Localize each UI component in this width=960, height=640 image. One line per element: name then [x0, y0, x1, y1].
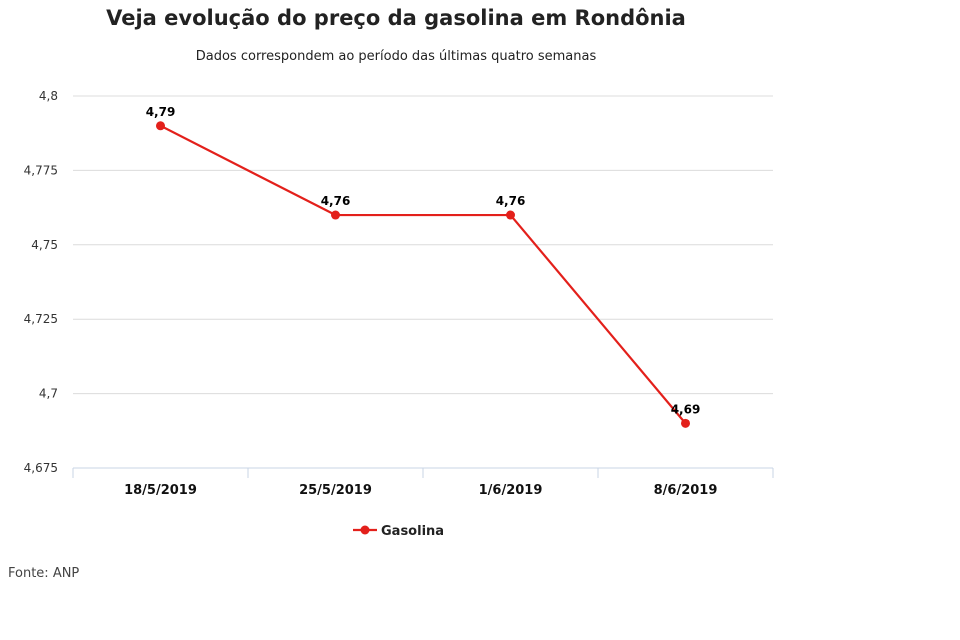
y-tick-label: 4,725	[24, 312, 58, 326]
data-labels: 4,79 4,76 4,76 4,69	[146, 105, 701, 417]
grid-lines	[73, 95, 773, 395]
x-tick-label: 25/5/2019	[299, 483, 372, 498]
series-line	[160, 124, 687, 425]
data-label: 4,76	[496, 194, 526, 208]
chart-title: Veja evolução do preço da gasolina em Ro…	[106, 6, 686, 30]
data-point[interactable]	[681, 418, 690, 428]
x-tick-label: 8/6/2019	[654, 483, 718, 498]
y-axis-ticks: 4,675 4,7 4,725 4,75 4,775 4,8	[24, 89, 58, 475]
legend-marker-icon	[360, 525, 370, 535]
data-point[interactable]	[156, 121, 165, 131]
legend[interactable]: Gasolina	[353, 524, 444, 539]
y-tick-label: 4,775	[24, 163, 58, 177]
series-gasolina	[156, 121, 690, 428]
data-label: 4,79	[146, 105, 176, 119]
y-tick-label: 4,8	[39, 89, 58, 103]
data-point[interactable]	[331, 210, 340, 220]
data-point[interactable]	[506, 210, 515, 220]
x-axis: 18/5/2019 25/5/2019 1/6/2019 8/6/2019	[72, 467, 774, 498]
data-label: 4,76	[321, 194, 351, 208]
source-note: Fonte: ANP	[8, 566, 80, 581]
y-tick-label: 4,75	[31, 238, 58, 252]
data-label: 4,69	[671, 402, 701, 416]
legend-label[interactable]: Gasolina	[381, 524, 444, 539]
chart-subtitle: Dados correspondem ao período das última…	[195, 49, 597, 64]
y-tick-label: 4,675	[24, 461, 58, 475]
x-tick-label: 1/6/2019	[479, 483, 543, 498]
x-tick-label: 18/5/2019	[124, 483, 197, 498]
y-tick-label: 4,7	[39, 387, 58, 401]
